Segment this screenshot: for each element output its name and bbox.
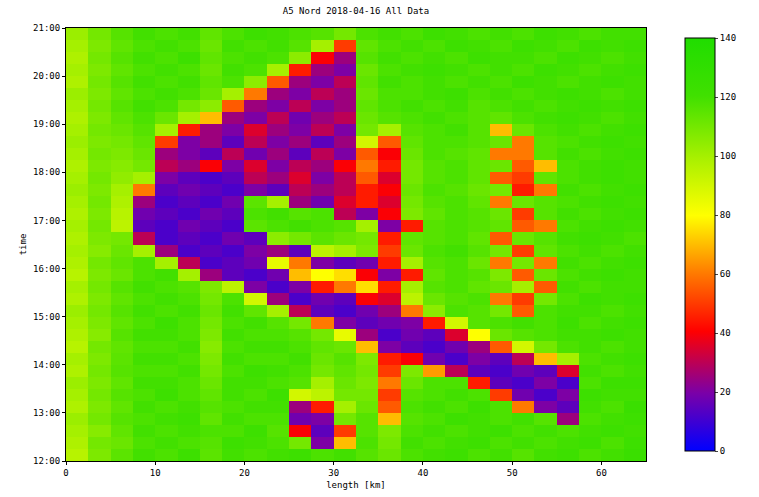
svg-text:140: 140 (720, 33, 736, 43)
svg-text:60: 60 (596, 468, 607, 478)
svg-text:100: 100 (720, 151, 736, 161)
svg-text:21:00: 21:00 (33, 23, 60, 33)
svg-text:15:00: 15:00 (33, 312, 60, 322)
svg-text:12:00: 12:00 (33, 456, 60, 466)
svg-text:13:00: 13:00 (33, 408, 60, 418)
svg-text:80: 80 (720, 210, 731, 220)
svg-text:30: 30 (328, 468, 339, 478)
svg-text:20:00: 20:00 (33, 71, 60, 81)
svg-text:length [km]: length [km] (326, 480, 386, 490)
svg-text:14:00: 14:00 (33, 360, 60, 370)
svg-text:40: 40 (720, 328, 731, 338)
svg-text:10: 10 (150, 468, 161, 478)
svg-text:60: 60 (720, 269, 731, 279)
svg-text:0: 0 (63, 468, 68, 478)
svg-text:19:00: 19:00 (33, 119, 60, 129)
svg-text:20: 20 (239, 468, 250, 478)
svg-text:time: time (18, 234, 28, 256)
svg-text:50: 50 (507, 468, 518, 478)
svg-text:16:00: 16:00 (33, 264, 60, 274)
svg-text:120: 120 (720, 92, 736, 102)
svg-text:20: 20 (720, 387, 731, 397)
svg-text:40: 40 (417, 468, 428, 478)
svg-text:A5 Nord 2018-04-16 All Data: A5 Nord 2018-04-16 All Data (283, 6, 429, 16)
svg-text:18:00: 18:00 (33, 167, 60, 177)
svg-text:17:00: 17:00 (33, 216, 60, 226)
svg-text:0: 0 (720, 446, 725, 456)
